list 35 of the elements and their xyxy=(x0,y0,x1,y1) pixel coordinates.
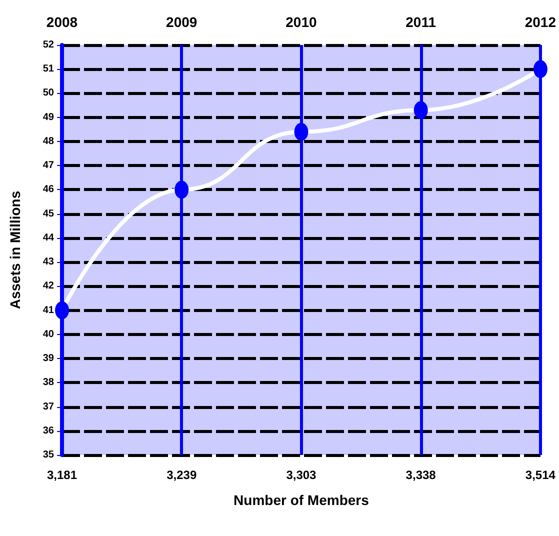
x-tick-label: 3,514 xyxy=(525,468,556,482)
text: 2008 xyxy=(46,14,78,30)
point xyxy=(174,180,189,199)
x-tick-label: 3,338 xyxy=(406,468,436,482)
point xyxy=(55,301,69,320)
x-axis-title: Number of Members xyxy=(234,492,370,508)
y-tick-label: 39 xyxy=(42,353,54,364)
y-axis-title: Assets in Millions xyxy=(7,190,23,310)
y-tick-label: 52 xyxy=(42,40,54,50)
text: 2010 xyxy=(286,14,317,30)
x-tick-label: 3,239 xyxy=(166,468,197,482)
y-tick-label: 44 xyxy=(42,232,54,244)
y-tick-label: 49 xyxy=(42,112,54,123)
y-tick-label: 50 xyxy=(42,88,54,99)
point xyxy=(414,101,428,120)
point xyxy=(294,122,308,141)
y-tick-label: 48 xyxy=(42,136,54,147)
y-tick-label: 38 xyxy=(42,377,54,388)
y-tick-label: 51 xyxy=(42,64,54,75)
y-tick-label: 41 xyxy=(42,304,54,316)
y-tick-label: 35 xyxy=(42,450,54,460)
y-tick-label: 37 xyxy=(42,401,54,412)
text: 2009 xyxy=(166,14,198,30)
point xyxy=(533,60,548,78)
text: 2012 xyxy=(524,14,556,30)
y-tick-label: 42 xyxy=(42,280,54,292)
y-tick-label: 47 xyxy=(42,160,54,172)
text: 2011 xyxy=(406,14,436,30)
y-tick-label: 45 xyxy=(42,208,54,220)
y-tick-label: 40 xyxy=(42,328,54,340)
y-tick-label: 43 xyxy=(42,256,54,268)
y-tick-label: 46 xyxy=(42,184,54,196)
x-tick-label: 3,303 xyxy=(286,468,317,482)
x-tick-label: 3,181 xyxy=(46,468,78,482)
y-tick-label: 36 xyxy=(42,425,54,436)
